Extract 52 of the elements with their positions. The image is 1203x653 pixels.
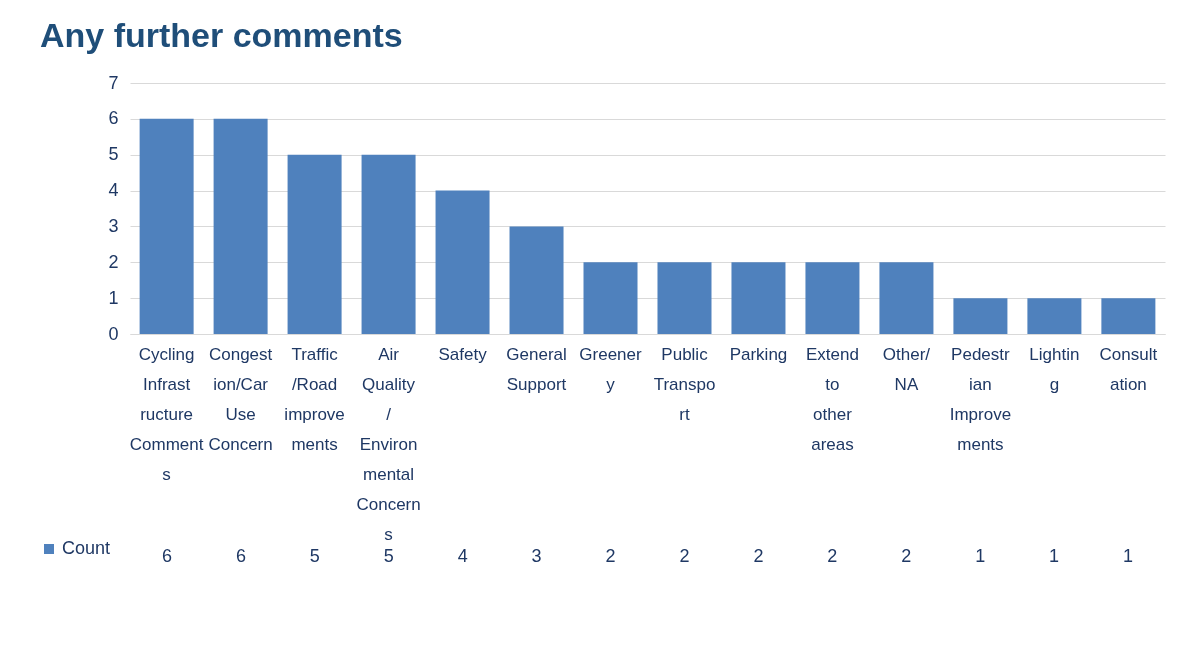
legend-label: Count: [62, 538, 111, 558]
bar: [657, 262, 712, 334]
y-tick-label: 5: [108, 144, 119, 165]
data-label: 2: [827, 546, 838, 566]
data-label: 5: [383, 546, 394, 566]
x-tick-label: Extend to other areas: [805, 344, 859, 454]
data-label: 2: [901, 546, 912, 566]
data-label: 1: [975, 546, 986, 566]
data-label: 2: [679, 546, 690, 566]
bar: [287, 154, 342, 334]
data-label: 5: [309, 546, 320, 566]
data-label: 4: [457, 546, 468, 566]
y-tick-label: 6: [108, 108, 119, 129]
x-tick-label: General Support: [506, 344, 567, 394]
bar: [509, 226, 564, 334]
bar: [805, 262, 860, 334]
x-tick-label: Traffic/Road improvements: [284, 344, 345, 454]
data-label: 2: [605, 546, 616, 566]
x-tick-label: Pedestrian Improvements: [949, 344, 1012, 454]
y-tick-label: 3: [108, 215, 119, 236]
y-tick-label: 4: [108, 180, 119, 201]
y-tick-label: 0: [108, 323, 119, 344]
data-label: 6: [235, 546, 246, 566]
y-tick-label: 1: [108, 287, 119, 308]
x-tick-label: Lighting: [1029, 344, 1080, 394]
bar: [1027, 298, 1082, 334]
bar: [361, 154, 416, 334]
data-label: 1: [1049, 546, 1060, 566]
y-tick-label: 2: [108, 251, 119, 272]
data-label: 1: [1123, 546, 1134, 566]
x-tick-label: Consultation: [1099, 344, 1158, 394]
x-tick-label: Other/NA: [882, 344, 931, 394]
bar: [1101, 298, 1156, 334]
bar: [213, 118, 268, 334]
x-tick-label: Parking: [729, 344, 788, 364]
x-tick-label: Public Transport: [653, 344, 716, 424]
bar: [879, 262, 934, 334]
data-label: 2: [753, 546, 764, 566]
x-tick-label: Air Quality/Environmental Concerns: [356, 344, 421, 544]
y-tick-label: 7: [108, 72, 119, 93]
x-tick-label: Safety: [438, 344, 488, 364]
bar: [953, 298, 1008, 334]
chart-title: Any further comments: [40, 16, 403, 54]
x-tick-label: Congestion/Car Use Concern: [208, 344, 273, 454]
bar: [731, 262, 786, 334]
bar: [139, 118, 194, 334]
data-label: 3: [531, 546, 542, 566]
x-tick-label: Greenery: [579, 344, 643, 394]
x-tick-label: Cycling Infrastructure Comments: [129, 344, 204, 484]
data-label: 6: [161, 546, 172, 566]
bar: [435, 190, 490, 334]
bar: [583, 262, 638, 334]
